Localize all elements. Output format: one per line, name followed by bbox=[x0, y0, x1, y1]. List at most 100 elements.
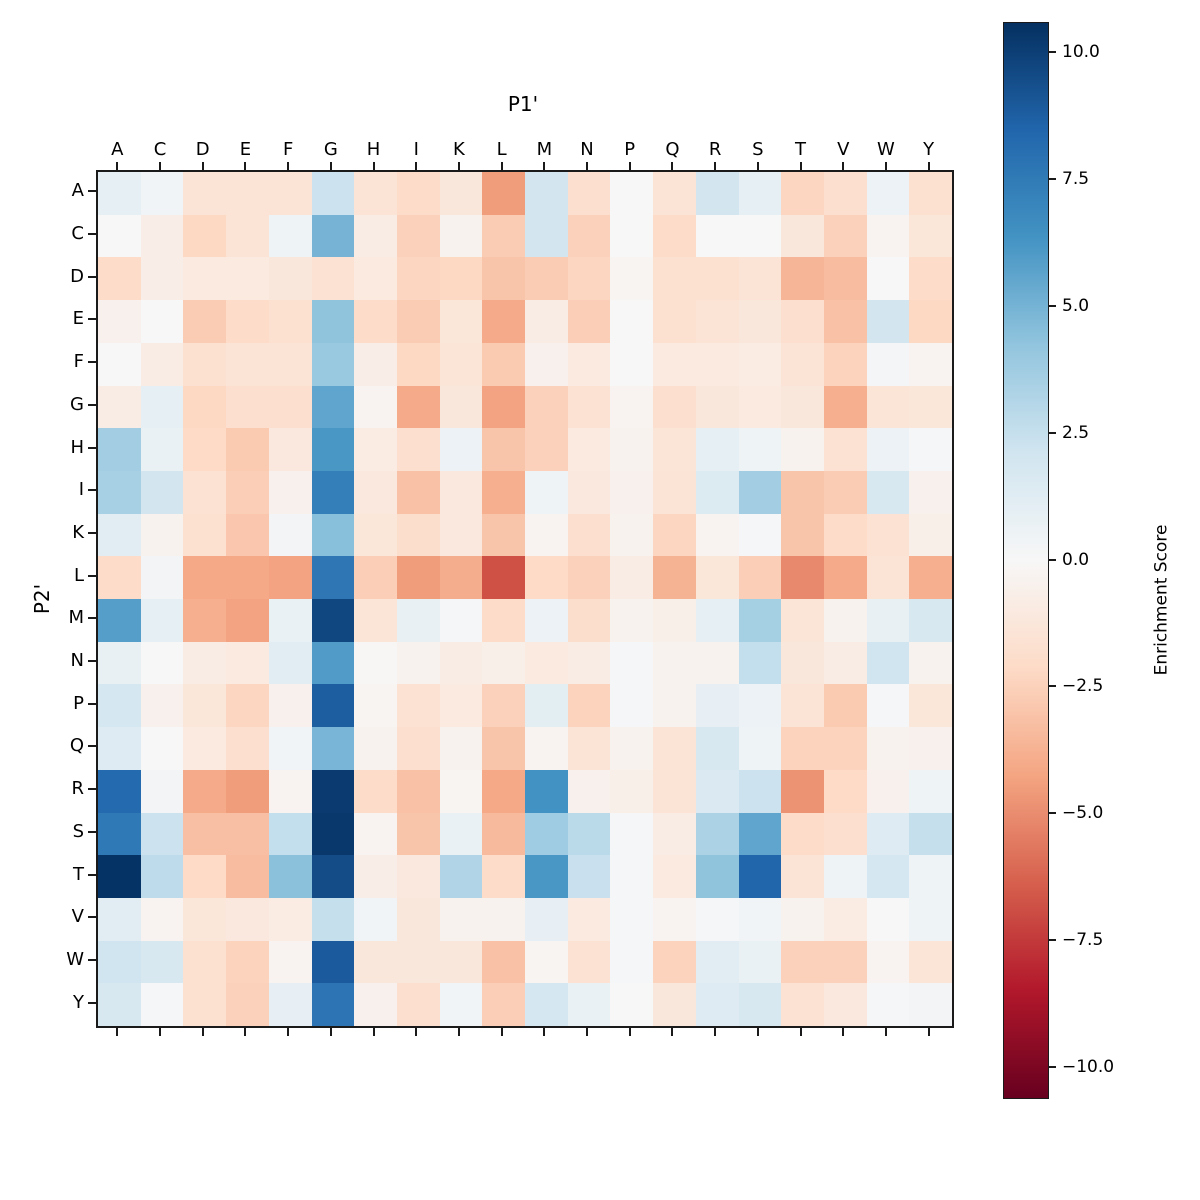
heatmap-cell bbox=[439, 983, 483, 1026]
heatmap-cell bbox=[268, 172, 312, 215]
heatmap-cell bbox=[610, 812, 654, 856]
heatmap bbox=[96, 170, 954, 1028]
heatmap-cell bbox=[823, 470, 867, 514]
heatmap-cell bbox=[482, 641, 525, 685]
heatmap-cell bbox=[311, 513, 355, 557]
heatmap-cell bbox=[396, 897, 440, 941]
heatmap-cell bbox=[354, 599, 397, 642]
heatmap-cell bbox=[695, 428, 739, 471]
heatmap-cell bbox=[268, 470, 312, 514]
tick-mark bbox=[287, 162, 290, 170]
heatmap-cell bbox=[140, 769, 184, 813]
heatmap-cell bbox=[738, 727, 782, 770]
tick-mark bbox=[884, 1028, 887, 1036]
tick-mark bbox=[671, 1028, 674, 1036]
heatmap-cell bbox=[610, 897, 654, 941]
heatmap-cell bbox=[98, 812, 141, 856]
heatmap-cell bbox=[866, 385, 910, 429]
heatmap-cell bbox=[653, 428, 696, 471]
heatmap-cell bbox=[909, 940, 952, 984]
tick-mark bbox=[88, 873, 96, 876]
heatmap-cell bbox=[525, 727, 568, 770]
heatmap-cell bbox=[909, 556, 952, 599]
heatmap-cell bbox=[396, 428, 440, 471]
heatmap-cell bbox=[396, 257, 440, 301]
heatmap-cell bbox=[738, 300, 782, 343]
x-tick-label: E bbox=[239, 139, 252, 160]
tick-mark bbox=[88, 916, 96, 919]
heatmap-cell bbox=[823, 641, 867, 685]
tick-mark bbox=[159, 1028, 162, 1036]
heatmap-cell bbox=[268, 599, 312, 642]
heatmap-cell bbox=[354, 214, 397, 258]
tick-mark bbox=[884, 162, 887, 170]
heatmap-cell bbox=[823, 940, 867, 984]
heatmap-cell bbox=[98, 855, 141, 898]
heatmap-cell bbox=[738, 428, 782, 471]
heatmap-cell bbox=[98, 641, 141, 685]
heatmap-cell bbox=[567, 300, 611, 343]
heatmap-cell bbox=[909, 812, 952, 856]
heatmap-cell bbox=[525, 342, 568, 386]
heatmap-cell bbox=[226, 940, 269, 984]
tick-mark bbox=[116, 162, 119, 170]
heatmap-cell bbox=[525, 769, 568, 813]
heatmap-cell bbox=[183, 855, 227, 898]
heatmap-cell bbox=[567, 855, 611, 898]
tick-mark bbox=[88, 702, 96, 705]
heatmap-cell bbox=[183, 556, 227, 599]
heatmap-cell bbox=[396, 641, 440, 685]
heatmap-cell bbox=[781, 641, 824, 685]
heatmap-cell bbox=[354, 385, 397, 429]
heatmap-cell bbox=[226, 385, 269, 429]
tick-mark bbox=[500, 162, 503, 170]
heatmap-cell bbox=[695, 983, 739, 1026]
heatmap-cell bbox=[98, 342, 141, 386]
heatmap-cell bbox=[653, 812, 696, 856]
heatmap-cell bbox=[482, 342, 525, 386]
tick-mark bbox=[543, 1028, 546, 1036]
heatmap-cell bbox=[653, 897, 696, 941]
heatmap-cell bbox=[738, 214, 782, 258]
heatmap-cell bbox=[866, 983, 910, 1026]
heatmap-cell bbox=[311, 855, 355, 898]
colorbar-tick-label: −10.0 bbox=[1062, 1056, 1115, 1077]
heatmap-cell bbox=[354, 172, 397, 215]
heatmap-cell bbox=[866, 470, 910, 514]
heatmap-cell bbox=[226, 727, 269, 770]
heatmap-cell bbox=[268, 855, 312, 898]
colorbar-tick-mark bbox=[1048, 1065, 1056, 1068]
heatmap-cell bbox=[140, 513, 184, 557]
heatmap-cell bbox=[98, 727, 141, 770]
heatmap-cell bbox=[653, 172, 696, 215]
heatmap-cell bbox=[354, 556, 397, 599]
x-tick-label: T bbox=[795, 139, 807, 160]
x-tick-label: Y bbox=[923, 139, 935, 160]
heatmap-cell bbox=[98, 769, 141, 813]
heatmap-cell bbox=[268, 214, 312, 258]
heatmap-cell bbox=[823, 983, 867, 1026]
heatmap-cell bbox=[482, 812, 525, 856]
heatmap-cell bbox=[439, 172, 483, 215]
heatmap-cell bbox=[98, 257, 141, 301]
heatmap-cell bbox=[823, 385, 867, 429]
heatmap-cell bbox=[183, 983, 227, 1026]
heatmap-cell bbox=[226, 214, 269, 258]
heatmap-cell bbox=[226, 769, 269, 813]
heatmap-cell bbox=[482, 556, 525, 599]
heatmap-cell bbox=[653, 513, 696, 557]
heatmap-cell bbox=[140, 385, 184, 429]
tick-mark bbox=[88, 531, 96, 534]
heatmap-cell bbox=[823, 812, 867, 856]
tick-mark bbox=[88, 788, 96, 791]
tick-mark bbox=[88, 745, 96, 748]
heatmap-cell bbox=[354, 812, 397, 856]
heatmap-cell bbox=[695, 172, 739, 215]
heatmap-cell bbox=[183, 727, 227, 770]
tick-mark bbox=[372, 1028, 375, 1036]
heatmap-cell bbox=[610, 684, 654, 728]
heatmap-cell bbox=[183, 172, 227, 215]
heatmap-cell bbox=[311, 983, 355, 1026]
x-tick-label: M bbox=[536, 139, 553, 160]
x-tick-label: N bbox=[580, 139, 594, 160]
